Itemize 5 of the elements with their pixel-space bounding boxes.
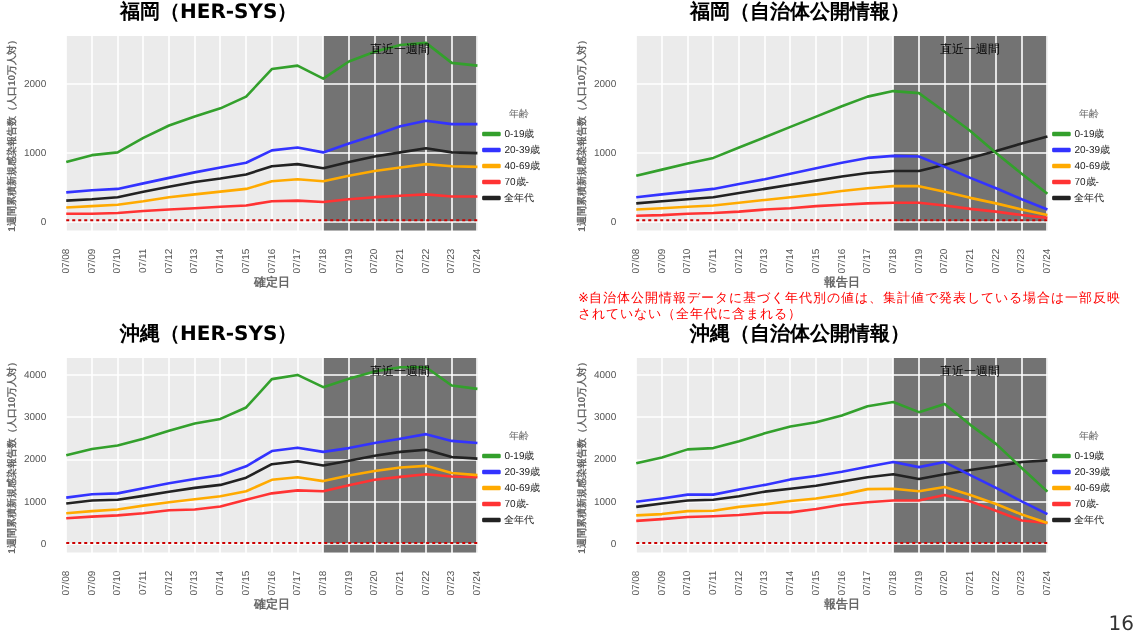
chart-title: 沖縄（自治体公開情報） xyxy=(687,322,912,348)
chart-title: 沖縄（HER-SYS） xyxy=(117,322,300,348)
chart-title: 福岡（自治体公開情報） xyxy=(687,0,912,26)
chart-title: 福岡（HER-SYS） xyxy=(117,0,300,26)
text: 16 xyxy=(1106,612,1136,638)
